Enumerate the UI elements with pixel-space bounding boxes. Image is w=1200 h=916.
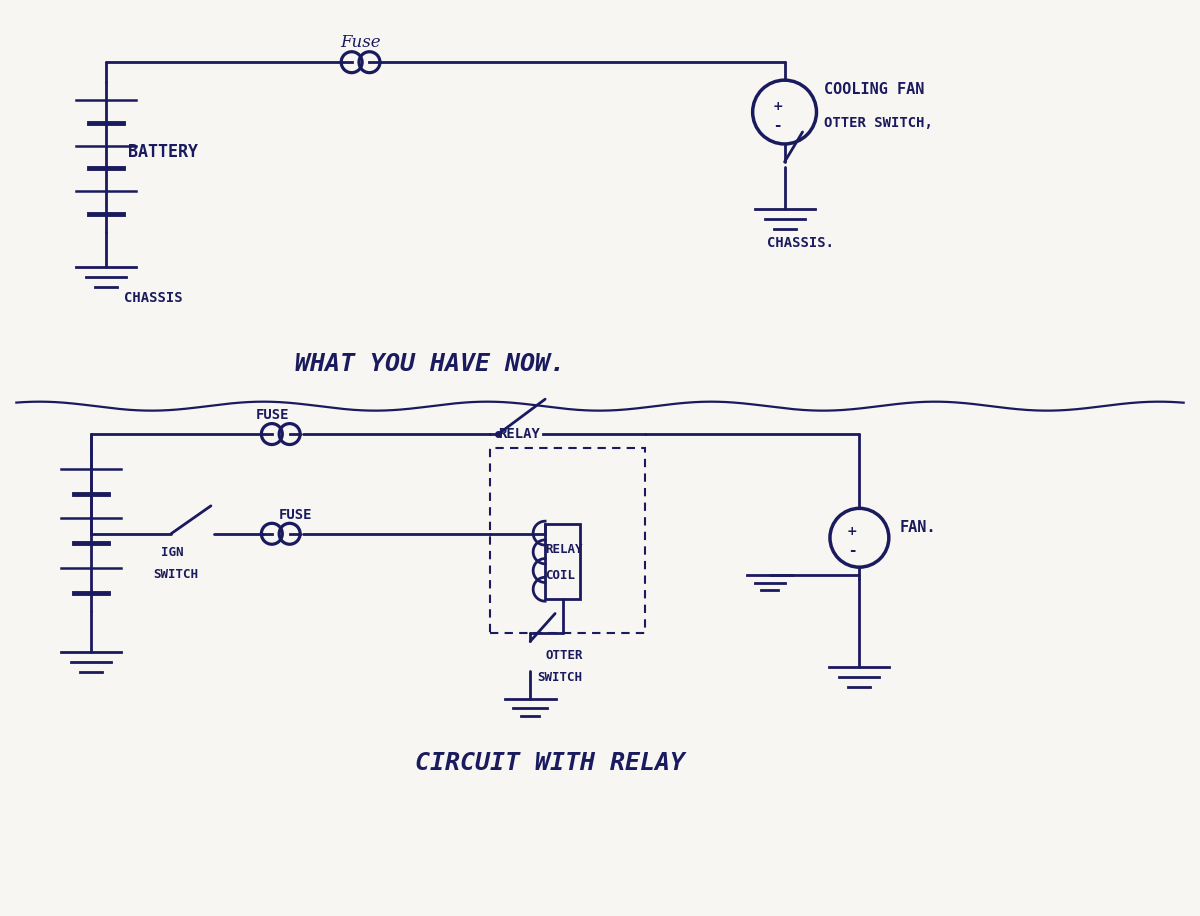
Text: CHASSIS: CHASSIS xyxy=(124,291,182,305)
Text: RELAY: RELAY xyxy=(545,543,583,556)
Text: OTTER: OTTER xyxy=(545,649,583,662)
Text: SWITCH: SWITCH xyxy=(538,671,582,684)
Bar xyxy=(491,448,644,634)
Text: CHASSIS.: CHASSIS. xyxy=(767,235,834,250)
Text: Fuse: Fuse xyxy=(341,34,382,51)
Text: IGN: IGN xyxy=(161,546,184,559)
Text: BATTERY: BATTERY xyxy=(128,143,198,161)
Text: RELAY: RELAY xyxy=(498,427,540,442)
Text: FUSE: FUSE xyxy=(256,409,289,422)
Text: COIL: COIL xyxy=(545,569,575,583)
Text: FAN.: FAN. xyxy=(899,519,936,535)
Text: +: + xyxy=(773,100,782,113)
Text: CIRCUIT WITH RELAY: CIRCUIT WITH RELAY xyxy=(415,751,685,775)
Text: -: - xyxy=(850,543,856,558)
Bar xyxy=(545,524,580,598)
Text: WHAT YOU HAVE NOW.: WHAT YOU HAVE NOW. xyxy=(295,353,565,376)
Text: -: - xyxy=(774,117,781,133)
Text: SWITCH: SWITCH xyxy=(154,568,198,581)
Text: COOLING FAN: COOLING FAN xyxy=(824,82,925,97)
Text: +: + xyxy=(847,525,858,539)
Text: OTTER SWITCH,: OTTER SWITCH, xyxy=(824,116,934,130)
Text: FUSE: FUSE xyxy=(278,507,312,522)
